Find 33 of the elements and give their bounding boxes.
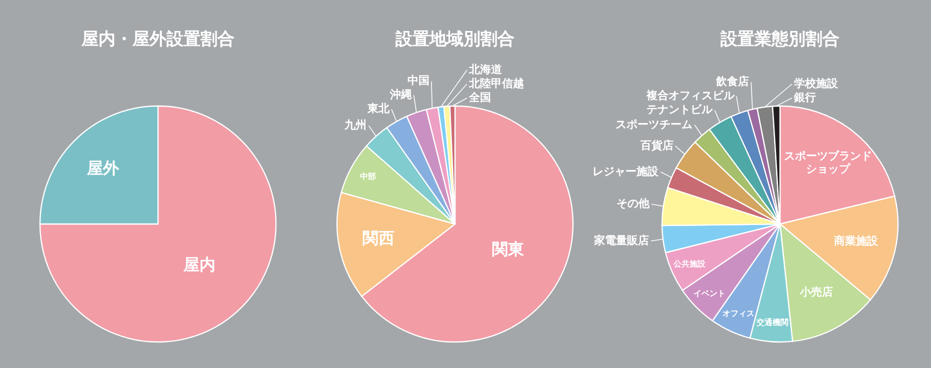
slice-label: 学校施設 bbox=[794, 77, 839, 90]
slice-label: 商業施設 bbox=[832, 234, 879, 248]
slice-label: 関東 bbox=[492, 239, 525, 258]
slice-label: 屋外 bbox=[86, 158, 120, 178]
slice-label: スポーツチーム bbox=[616, 118, 693, 131]
slice-label: 小売店 bbox=[799, 286, 834, 299]
chart-title: 設置地域別割合 bbox=[394, 30, 514, 50]
slice-label: オフィス bbox=[722, 309, 754, 318]
slice-label: その他 bbox=[616, 197, 650, 210]
chart-title: 設置業態別割合 bbox=[720, 30, 840, 50]
slice-label: 交通機関 bbox=[756, 317, 789, 328]
slice-label: 複合オフィスビル bbox=[645, 89, 736, 102]
slice-label: 沖縄 bbox=[388, 88, 412, 102]
slice-label: 関西 bbox=[362, 228, 395, 248]
slice-label: 全国 bbox=[468, 91, 491, 104]
slice-label: 中部 bbox=[360, 172, 376, 181]
slice-label: 東北 bbox=[366, 102, 391, 116]
slice-label: テナントビル bbox=[646, 103, 714, 116]
pie-slice bbox=[39, 105, 276, 342]
chart-title: 屋内・屋外設置割合 bbox=[80, 30, 234, 50]
slice-label: レジャー施設 bbox=[592, 164, 660, 178]
slice-label: 北陸甲信越 bbox=[468, 77, 524, 90]
slice-label: 飲食店 bbox=[715, 75, 750, 88]
slice-label: スポーツブランドショップ bbox=[784, 149, 872, 176]
slice-label: 中国 bbox=[407, 74, 430, 88]
slice-label: 九州 bbox=[344, 118, 367, 132]
slice-label: 銀行 bbox=[793, 91, 816, 104]
slice-label: 北海道 bbox=[468, 63, 503, 76]
slice-label: 屋内 bbox=[182, 255, 216, 274]
slice-label: イベント bbox=[693, 288, 726, 298]
slice-label: 公共施設 bbox=[672, 260, 707, 269]
slice-label: 百貨店 bbox=[639, 138, 674, 152]
slice-label: 家電量販店 bbox=[592, 234, 649, 247]
